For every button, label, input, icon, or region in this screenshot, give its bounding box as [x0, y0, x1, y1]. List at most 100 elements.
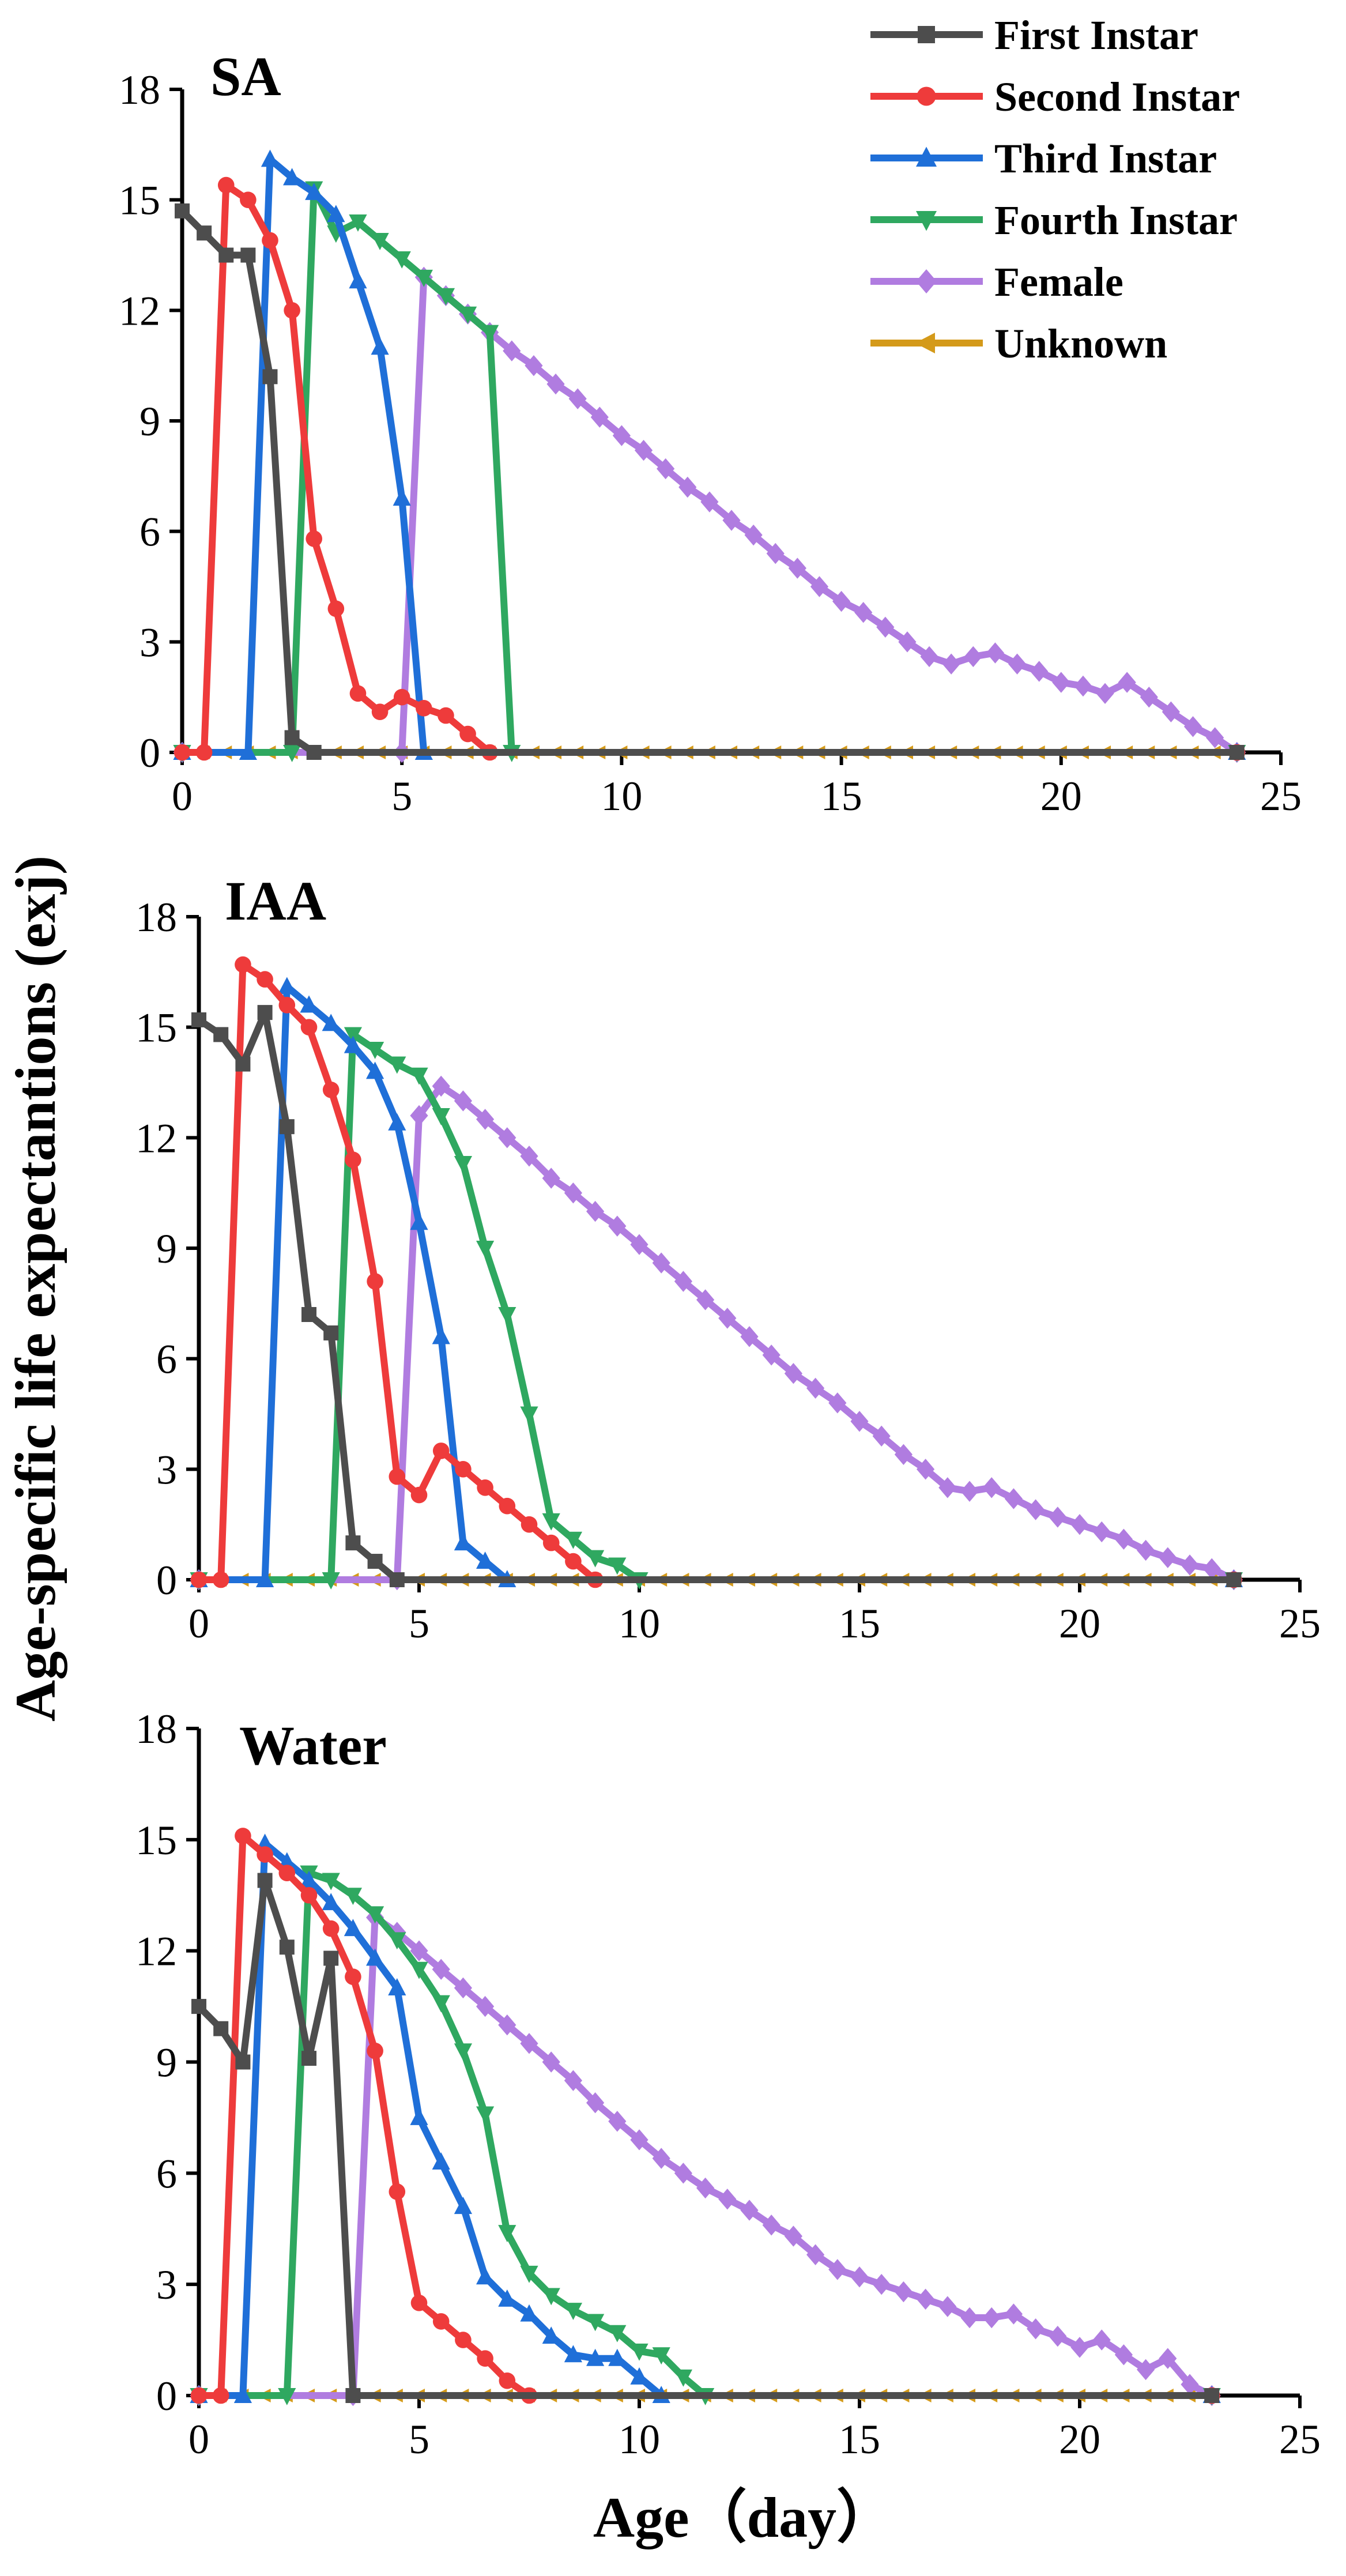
data-point: [590, 406, 609, 428]
data-point: [371, 232, 389, 250]
data-point: [525, 355, 543, 376]
x-tick-label: 0: [188, 2416, 209, 2462]
data-point: [630, 2367, 649, 2385]
data-point: [652, 2347, 670, 2365]
data-point: [608, 1215, 627, 1237]
data-point: [323, 1950, 339, 1966]
data-point: [438, 707, 454, 724]
data-point: [657, 458, 675, 480]
data-point: [284, 730, 300, 745]
data-point: [982, 2307, 1001, 2329]
data-point: [432, 1327, 450, 1345]
x-tick-label: 15: [821, 773, 862, 819]
series-second-instar: [190, 1828, 1220, 2404]
data-point: [366, 1042, 384, 1059]
data-point: [476, 1241, 495, 1258]
data-point: [322, 1081, 340, 1098]
data-point: [436, 288, 455, 306]
data-point: [261, 149, 280, 167]
data-point: [1137, 1539, 1155, 1561]
data-point: [190, 1571, 208, 1588]
data-point: [1181, 1554, 1199, 1576]
data-point: [872, 2273, 891, 2295]
panel-title: Water: [239, 1715, 387, 1776]
data-point: [300, 1886, 318, 1904]
series-fourth-instar: [190, 1865, 1221, 2405]
data-point: [388, 1932, 406, 1950]
data-point: [696, 1289, 715, 1310]
data-point: [388, 1113, 406, 1131]
data-point: [240, 191, 257, 208]
data-point: [345, 1968, 361, 1985]
x-tick-label: 10: [601, 773, 642, 819]
data-point: [366, 1906, 384, 1924]
data-point: [174, 744, 191, 761]
data-point: [239, 743, 257, 760]
data-point: [256, 1570, 274, 1587]
legend-entry: Fourth Instar: [870, 197, 1238, 243]
data-point: [432, 2313, 450, 2330]
legend-label: Female: [994, 259, 1123, 305]
data-point: [612, 425, 631, 446]
data-point: [235, 1828, 251, 1844]
data-point: [327, 205, 345, 223]
data-point: [1114, 2344, 1133, 2366]
y-tick-label: 18: [135, 894, 177, 940]
data-point: [455, 2332, 472, 2348]
data-point: [388, 1056, 406, 1074]
data-point: [1074, 675, 1092, 697]
data-point: [546, 373, 565, 395]
data-point: [240, 247, 256, 263]
panel-iaa: 0 5 10 15 20 25 0 3 6 9 12 15 18 IAA: [135, 870, 1321, 1647]
data-point: [521, 1516, 538, 1533]
data-point: [1140, 686, 1158, 708]
data-point: [503, 340, 521, 361]
data-point: [344, 1035, 362, 1053]
data-point: [520, 2033, 538, 2054]
data-point: [1096, 683, 1114, 704]
data-point: [564, 2070, 582, 2091]
data-point: [634, 439, 653, 461]
y-tick-label: 15: [135, 1005, 177, 1051]
data-point: [306, 530, 323, 547]
data-point: [938, 1477, 957, 1498]
data-point: [279, 1119, 295, 1135]
data-point: [477, 2350, 493, 2367]
data-point: [366, 1948, 384, 1966]
y-tick-label: 3: [156, 2262, 177, 2308]
data-point: [1226, 1572, 1242, 1587]
data-point: [674, 1271, 692, 1292]
data-point: [898, 631, 917, 653]
x-tick-label: 10: [619, 2416, 660, 2462]
data-point: [1070, 1513, 1089, 1535]
data-point: [565, 1553, 582, 1570]
y-tick-label: 6: [139, 509, 160, 555]
data-point: [1049, 1507, 1067, 1528]
series-female: [190, 1907, 1221, 2406]
legend-label: Third Instar: [994, 135, 1217, 182]
series-line: [195, 1009, 1238, 1583]
data-point: [301, 2051, 316, 2066]
data-point: [876, 616, 895, 638]
series-line: [179, 273, 1241, 756]
data-point: [278, 2388, 296, 2405]
y-tick-label: 12: [135, 1115, 177, 1161]
panel-title: IAA: [225, 870, 326, 932]
data-point: [652, 2148, 670, 2169]
legend-marker: [916, 146, 937, 167]
data-point: [942, 653, 960, 675]
data-point: [1052, 672, 1070, 693]
data-point: [393, 251, 411, 269]
data-point: [828, 1392, 847, 1414]
data-point: [700, 491, 719, 513]
data-point: [744, 524, 763, 546]
data-point: [349, 214, 367, 232]
data-point: [564, 1182, 582, 1204]
data-point: [454, 1977, 472, 1999]
data-point: [498, 1307, 516, 1324]
data-point: [175, 203, 190, 219]
series-third-instar: [190, 1833, 1221, 2403]
data-point: [322, 1572, 340, 1590]
data-point: [306, 745, 322, 760]
data-point: [850, 1411, 869, 1432]
